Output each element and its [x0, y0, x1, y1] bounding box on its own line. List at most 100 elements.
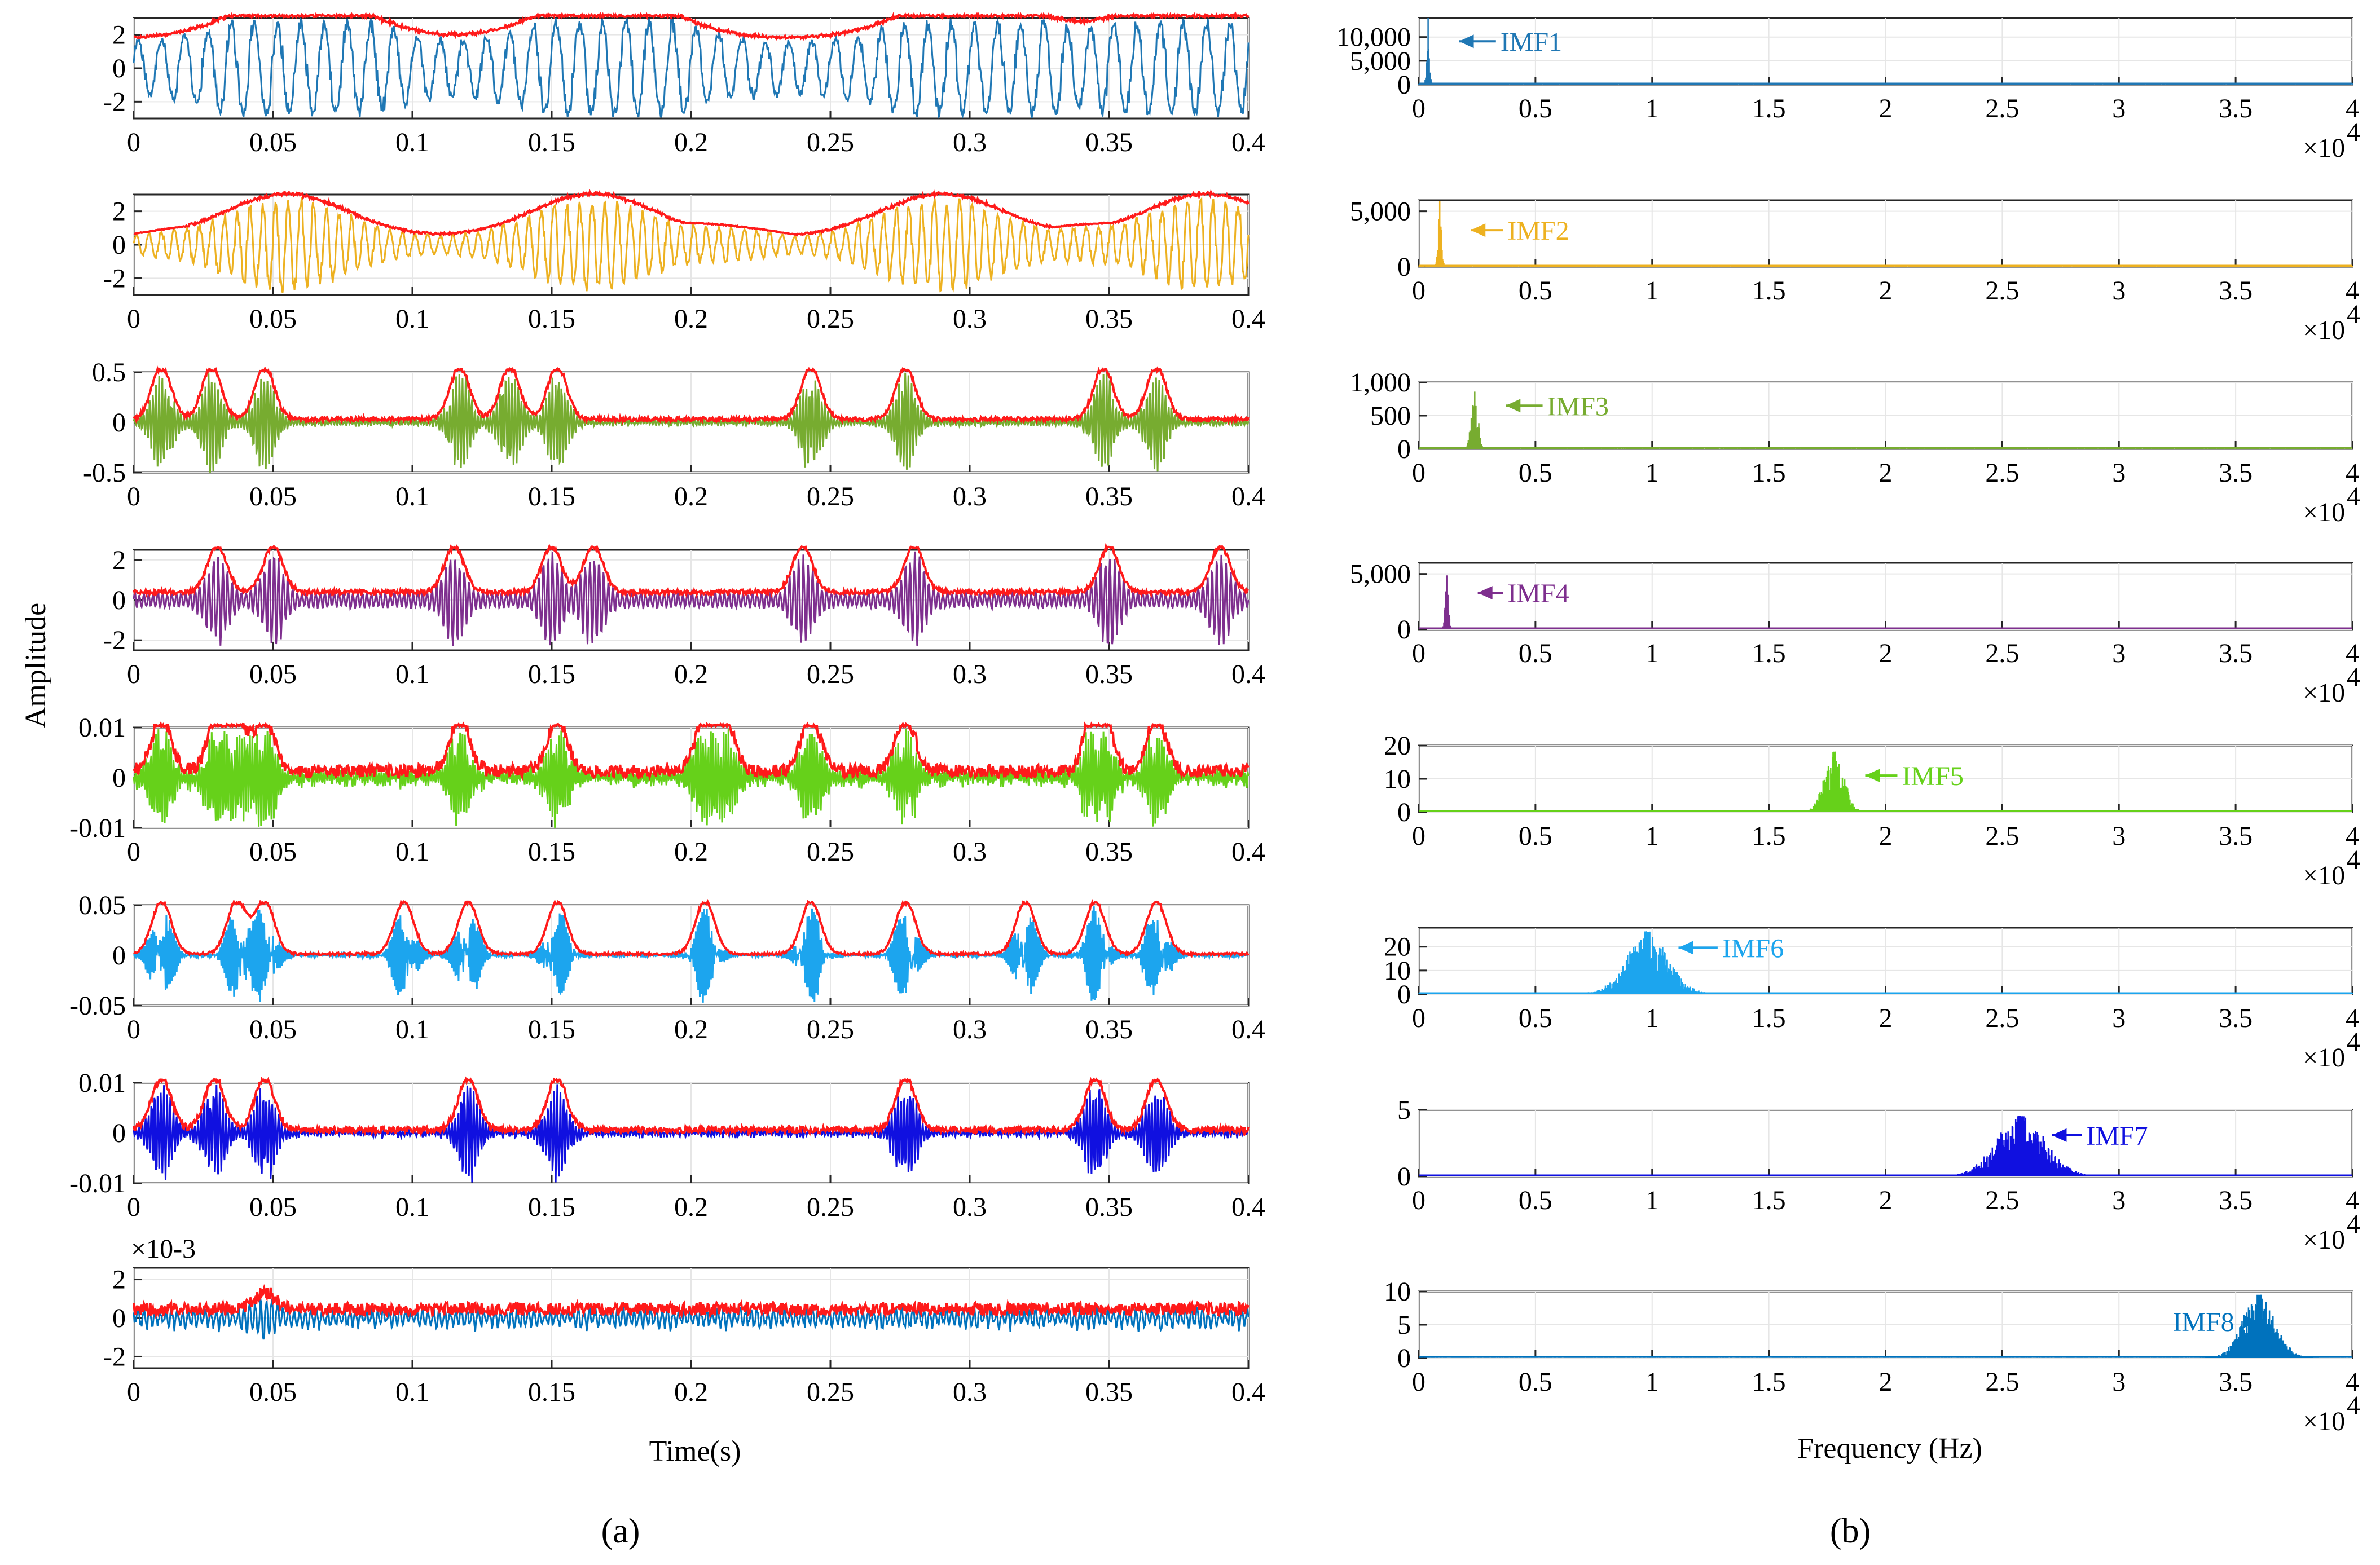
a-imf2-xtick-label: 0.1 [395, 304, 429, 334]
a-imf4-xtick-label: 0.1 [395, 659, 429, 689]
a-imf1-ytick-label: 0 [112, 54, 126, 83]
a-imf4-ytick-label: 0 [112, 585, 126, 615]
a-imf8-xtick-label: 0.35 [1085, 1377, 1133, 1407]
b-imf1-ytick-label: 10,000 [1336, 23, 1411, 52]
b-imf1-arrowhead [1459, 34, 1474, 49]
a-imf7-ytick-label: -0.01 [69, 1169, 126, 1198]
b-imf6-multiplier: ×10 [2303, 1043, 2345, 1073]
b-imf1-ytick-label: 0 [1397, 70, 1411, 100]
b-imf8-xtick-label: 4 [2346, 1367, 2359, 1397]
a-imf2-xtick-label: 0.05 [249, 304, 297, 334]
a-imf5-ytick-label: 0.01 [78, 713, 126, 743]
b-imf1-xtick-label: 4 [2346, 94, 2359, 124]
b-imf7-xtick-label: 1.5 [1752, 1185, 1786, 1215]
b-imf7-multiplier-exp: 4 [2347, 1209, 2360, 1239]
a-imf5-xtick-label: 0.35 [1085, 837, 1133, 867]
a-imf7-xtick-label: 0.3 [953, 1192, 987, 1222]
a-imf3-ytick-label: -0.5 [83, 458, 126, 488]
a-imf2-xtick-label: 0.2 [674, 304, 708, 334]
b-imf7-xtick-label: 0.5 [1519, 1185, 1552, 1215]
a-imf3-xtick-label: 0.3 [953, 482, 987, 512]
a-imf4-signal [133, 551, 1250, 646]
a-imf1-xtick-label: 0.3 [953, 127, 987, 157]
a-imf3-ytick-label: 0 [112, 408, 126, 438]
b-imf8-ytick-label: 10 [1384, 1277, 1411, 1307]
b-imf8-xtick-label: 0 [1412, 1367, 1426, 1397]
a-imf1-xtick-label: 0.1 [395, 127, 429, 157]
b-imf5-ytick-label: 0 [1397, 797, 1411, 827]
a-imf2-xtick-label: 0 [127, 304, 140, 334]
b-imf6-xtick-label: 3.5 [2219, 1003, 2253, 1033]
a-imf4-xtick-label: 0.05 [249, 659, 297, 689]
a-imf8-envelope [133, 1284, 1250, 1320]
b-imf1-xtick-label: 1.5 [1752, 94, 1786, 124]
a-imf1-envelope [133, 11, 1250, 41]
b-imf7-ytick-label: 0 [1397, 1162, 1411, 1192]
a-imf1-xtick-label: 0.25 [807, 127, 854, 157]
b-imf8-xtick-label: 1 [1646, 1367, 1659, 1397]
b-imf8-xtick-label: 3.5 [2219, 1367, 2253, 1397]
b-imf7-ytick-label: 5 [1397, 1095, 1411, 1125]
a-imf2-xtick-label: 0.35 [1085, 304, 1133, 334]
b-imf6-arrowhead [1678, 941, 1693, 955]
a-imf6-ytick-label: 0.05 [78, 890, 126, 920]
panel-a-ylabel: Amplitude [20, 603, 52, 728]
b-imf4-xtick-label: 3.5 [2219, 638, 2253, 668]
a-imf2-signal [133, 196, 1250, 293]
b-imf4-xtick-label: 1 [1646, 638, 1659, 668]
a-imf6-xtick-label: 0.25 [807, 1015, 854, 1044]
b-imf5-ytick-label: 20 [1384, 731, 1411, 761]
b-imf3-xtick-label: 4 [2346, 458, 2359, 488]
a-imf6-xtick-label: 0.35 [1085, 1015, 1133, 1044]
b-imf7-xtick-label: 4 [2346, 1185, 2359, 1215]
a-imf6-xtick-label: 0.1 [395, 1015, 429, 1044]
b-imf4-xtick-label: 4 [2346, 638, 2359, 668]
panel-b-xlabel: Frequency (Hz) [1797, 1432, 1982, 1465]
a-imf5-xtick-label: 0 [127, 837, 140, 867]
b-imf6-xtick-label: 0.5 [1519, 1003, 1552, 1033]
b-imf6-xtick-label: 1 [1646, 1003, 1659, 1033]
b-imf5-xtick-label: 2 [1879, 821, 1893, 851]
a-imf6-xtick-label: 0.2 [674, 1015, 708, 1044]
a-imf5-signal [133, 729, 1250, 828]
b-imf2-xtick-label: 2 [1879, 276, 1893, 306]
a-imf2-ytick-label: 0 [112, 230, 126, 260]
a-imf6-xtick-label: 0 [127, 1015, 140, 1044]
a-imf5-xtick-label: 0.15 [528, 837, 575, 867]
b-imf5-label: IMF5 [1902, 761, 1963, 791]
b-imf4-ytick-label: 5,000 [1350, 559, 1411, 589]
b-imf5-arrowhead [1865, 769, 1880, 783]
a-imf1-xtick-label: 0.15 [528, 127, 575, 157]
b-imf3-xtick-label: 3 [2112, 458, 2126, 488]
b-imf5-ytick-label: 10 [1384, 764, 1411, 794]
b-imf4-xtick-label: 0.5 [1519, 638, 1552, 668]
a-imf6-xtick-label: 0.3 [953, 1015, 987, 1044]
a-imf2-xtick-label: 0.4 [1231, 304, 1265, 334]
b-imf1-ytick-label: 5,000 [1350, 46, 1411, 76]
b-imf5-xtick-label: 1 [1646, 821, 1659, 851]
a-imf2-ytick-label: -2 [103, 263, 126, 293]
b-imf4-xtick-label: 3 [2112, 638, 2126, 668]
b-imf5-multiplier-exp: 4 [2347, 845, 2360, 875]
b-imf3-xtick-label: 0.5 [1519, 458, 1552, 488]
a-imf4-ytick-label: 2 [112, 545, 126, 575]
b-imf7-xtick-label: 0 [1412, 1185, 1426, 1215]
b-imf1-label: IMF1 [1501, 27, 1562, 57]
b-imf4-multiplier: ×10 [2303, 678, 2345, 708]
a-imf7-envelope [133, 1076, 1250, 1138]
a-imf3-ytick-label: 0.5 [92, 358, 126, 387]
b-imf8-xtick-label: 2.5 [1985, 1367, 2019, 1397]
a-imf4-xtick-label: 0.2 [674, 659, 708, 689]
a-imf2-envelope [133, 189, 1250, 237]
b-imf3-arrowhead [1506, 399, 1521, 413]
b-imf2-multiplier: ×10 [2303, 315, 2345, 345]
a-imf5-xtick-label: 0.2 [674, 837, 708, 867]
b-imf8-ytick-label: 0 [1397, 1343, 1411, 1373]
b-imf1-xtick-label: 1 [1646, 94, 1659, 124]
a-imf3-xtick-label: 0.35 [1085, 482, 1133, 512]
b-imf4-multiplier-exp: 4 [2347, 662, 2360, 692]
b-imf6-ytick-label: 10 [1384, 956, 1411, 986]
b-imf2-xtick-label: 0.5 [1519, 276, 1552, 306]
b-imf6-xtick-label: 4 [2346, 1003, 2359, 1033]
a-imf8-xtick-label: 0 [127, 1377, 140, 1407]
